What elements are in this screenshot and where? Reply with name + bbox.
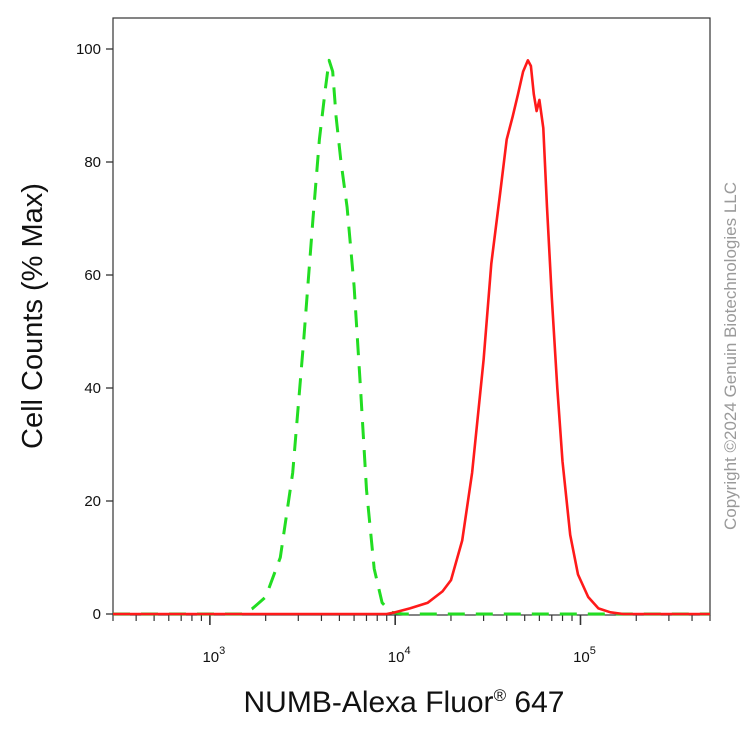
series-layer (113, 58, 710, 616)
x-axis-title-main: NUMB-Alexa Fluor (244, 686, 494, 719)
x-tick-exponent: 3 (219, 645, 225, 657)
x-tick-base: 10 (202, 649, 219, 666)
y-axis-title: Cell Counts (% Max) (17, 183, 49, 449)
plot-frame (112, 17, 711, 616)
x-tick-base: 10 (573, 649, 590, 666)
x-tick-exponent: 4 (404, 645, 410, 657)
y-tick-label: 40 (84, 380, 101, 397)
series-line-2 (113, 59, 710, 616)
x-axis-title-superscript: ® (494, 686, 507, 705)
y-tick-label: 60 (84, 267, 101, 284)
copyright-watermark: Copyright ©2024 Genuin Biotechnologies L… (721, 182, 740, 530)
x-axis: 103 104 105 (112, 615, 711, 666)
y-axis: 0 20 40 60 80 100 (76, 41, 113, 623)
x-tick-label: 104 (388, 645, 411, 666)
x-tick-exponent: 5 (590, 645, 596, 657)
x-tick-label: 105 (573, 645, 596, 666)
y-tick-label: 100 (76, 41, 101, 58)
x-tick-label: 103 (202, 645, 225, 666)
x-axis-title: NUMB-Alexa Fluor® 647 (244, 686, 565, 719)
x-axis-title-suffix: 647 (506, 686, 564, 719)
y-tick-label: 20 (84, 493, 101, 510)
y-tick-label: 80 (84, 154, 101, 171)
x-tick-base: 10 (388, 649, 405, 666)
series-line-1 (113, 58, 710, 616)
y-tick-label: 0 (93, 606, 101, 623)
